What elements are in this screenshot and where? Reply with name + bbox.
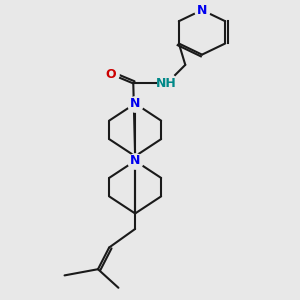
- Text: O: O: [106, 68, 116, 81]
- Text: NH: NH: [156, 77, 177, 90]
- Text: N: N: [130, 97, 140, 110]
- Text: N: N: [130, 154, 140, 167]
- Text: N: N: [197, 4, 207, 16]
